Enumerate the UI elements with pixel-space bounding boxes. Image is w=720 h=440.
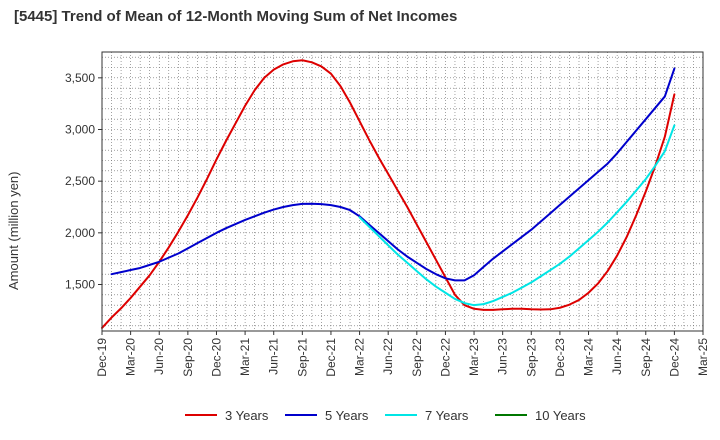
legend: 3 Years 5 Years 7 Years 10 Years [185,408,586,423]
x-tick-label: Sep-22 [410,338,424,377]
x-tick-label: Dec-23 [553,338,567,377]
legend-label-10-years: 10 Years [535,408,586,423]
y-axis-ticks: 1,500 2,000 2,500 3,000 3,500 [65,71,102,292]
x-tick-label: Dec-22 [438,338,452,377]
x-tick-label: Dec-24 [667,338,681,377]
series-line-7-years [358,124,676,307]
x-tick-label: Mar-22 [353,338,367,376]
y-tick-label: 3,000 [65,123,95,137]
y-tick-label: 3,500 [65,71,95,85]
x-tick-label: Sep-23 [524,338,538,377]
x-tick-label: Dec-20 [209,338,223,377]
x-axis-ticks: Dec-19 Mar-20 Jun-20 Sep-20 Dec-20 Mar-21 Jun-… [95,331,710,377]
x-tick-label: Jun-20 [152,338,166,375]
y-tick-label: 2,000 [65,226,95,240]
x-tick-label: Jun-22 [381,338,395,375]
x-tick-label: Sep-21 [295,338,309,377]
series-line-3-years [101,59,676,329]
x-tick-label: Dec-21 [324,338,338,377]
legend-label-3-years: 3 Years [225,408,269,423]
x-tick-label: Jun-21 [267,338,281,375]
series-line-5-years [110,67,676,282]
x-tick-label: Dec-19 [95,338,109,377]
x-tick-label: Mar-25 [696,338,710,376]
x-tick-label: Mar-20 [124,338,138,376]
legend-label-7-years: 7 Years [425,408,469,423]
x-tick-label: Sep-24 [639,338,653,377]
y-tick-label: 2,500 [65,174,95,188]
y-tick-label: 1,500 [65,278,95,292]
legend-label-5-years: 5 Years [325,408,369,423]
x-tick-label: Jun-23 [496,338,510,375]
grid-lines [102,52,703,331]
chart-title: [5445] Trend of Mean of 12-Month Moving … [14,8,458,25]
x-tick-label: Mar-24 [582,338,596,376]
x-tick-label: Jun-24 [610,338,624,375]
x-tick-label: Mar-21 [238,338,252,376]
plot-frame [101,51,704,332]
x-tick-label: Sep-20 [181,338,195,377]
x-tick-label: Mar-23 [467,338,481,376]
series-lines [101,59,676,329]
